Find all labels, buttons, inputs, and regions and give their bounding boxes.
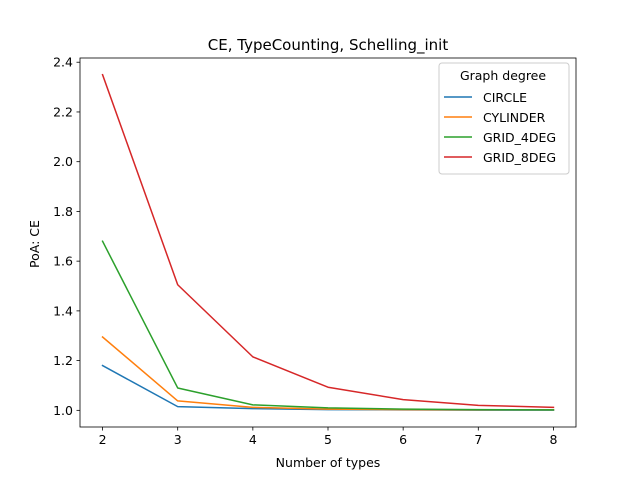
y-tick-label: 2.2	[53, 104, 73, 119]
x-tick-label: 8	[549, 432, 557, 447]
y-tick-label: 1.6	[53, 254, 73, 269]
series-line-grid-4deg	[101, 240, 555, 411]
y-tick-label: 2.4	[53, 55, 73, 70]
plot-area	[101, 73, 555, 411]
y-tick-label: 1.8	[53, 204, 73, 219]
x-tick-label: 6	[399, 432, 407, 447]
y-tick-label: 1.4	[53, 303, 73, 318]
x-tick-label: 4	[249, 432, 257, 447]
x-tick-label: 2	[99, 432, 107, 447]
x-tick-label: 7	[474, 432, 482, 447]
legend-label-cylinder: CYLINDER	[483, 110, 546, 125]
series-line-grid-8deg	[101, 73, 555, 409]
y-tick-label: 2.0	[53, 154, 73, 169]
legend-label-grid-8deg: GRID_8DEG	[483, 150, 556, 165]
legend-box	[438, 62, 570, 175]
x-tick-label: 3	[174, 432, 182, 447]
legend-label-circle: CIRCLE	[483, 90, 527, 105]
x-tick-label: 5	[324, 432, 332, 447]
chart-title: CE, TypeCounting, Schelling_init	[208, 36, 449, 55]
y-axis-title: PoA: CE	[27, 220, 42, 268]
legend-title: Graph degree	[460, 68, 546, 83]
legend-label-grid-4deg: GRID_4DEG	[483, 130, 556, 145]
y-tick-label: 1.2	[53, 353, 73, 368]
axes: 2 3 4 5 6 7 8 1.0 1.2 1.4 1.6 1.8 2.0 2.2 2.4	[53, 55, 577, 447]
y-tick-label: 1.0	[53, 403, 73, 418]
x-axis-title: Number of types	[276, 455, 381, 470]
legend: Graph degree CIRCLE CYLINDER GRID_4DEG GRID…	[438, 62, 570, 175]
